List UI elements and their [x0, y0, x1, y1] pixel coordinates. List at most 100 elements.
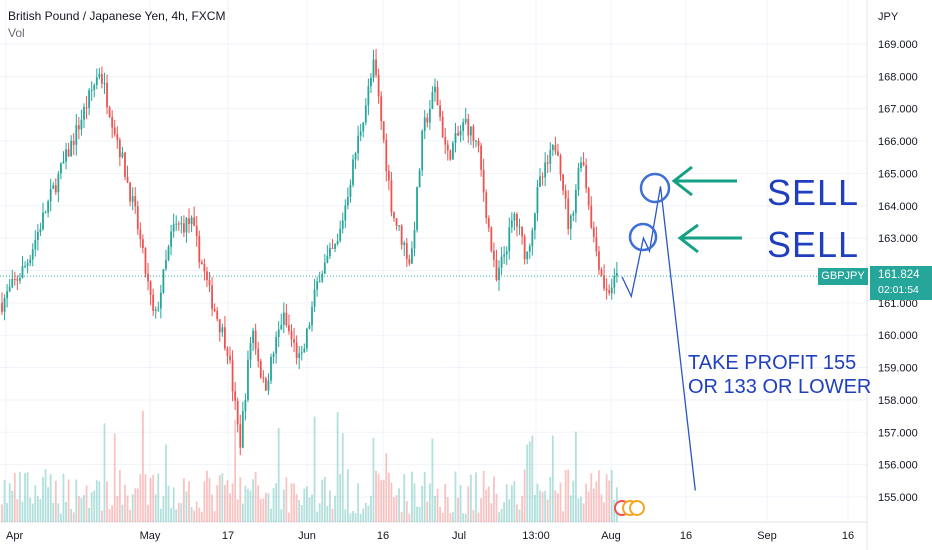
volume-bar — [229, 493, 231, 522]
price-axis[interactable]: JPY 155.000 156.000 157.000 158.000 159.000 16… — [878, 11, 918, 504]
candle-body — [52, 185, 55, 189]
candle-body — [26, 263, 29, 266]
candle-body — [449, 150, 452, 160]
candle-body — [533, 213, 536, 231]
volume-bar — [518, 509, 521, 522]
volume-bar — [341, 433, 344, 522]
volume-bar — [65, 502, 67, 522]
volume-bar — [436, 488, 439, 522]
candle-body — [180, 223, 183, 225]
volume-bar — [116, 496, 119, 522]
volume-bar — [546, 499, 549, 522]
candle-body — [400, 225, 403, 245]
volume-bar — [521, 495, 523, 522]
volume-bar — [211, 494, 213, 522]
candle-body — [590, 205, 593, 228]
take-profit-line-1: TAKE PROFIT 155 — [688, 352, 857, 374]
volume-bar — [367, 505, 370, 522]
candle-body — [72, 140, 75, 145]
candle-body — [113, 127, 116, 134]
candle-body — [67, 149, 70, 157]
volume-bar — [262, 498, 265, 522]
volume-bar — [93, 490, 96, 522]
candle-body — [452, 143, 454, 160]
volume-bar — [549, 477, 552, 522]
candle-body — [177, 223, 180, 225]
candle-body — [277, 329, 280, 338]
candle-body — [42, 212, 44, 230]
candle-body — [375, 59, 377, 75]
candle-body — [11, 279, 14, 287]
candle-body — [13, 279, 16, 281]
candle-body — [475, 140, 477, 142]
volume-bar — [193, 510, 196, 522]
volume-bar — [349, 513, 352, 522]
candle-body — [149, 281, 152, 295]
volume-bar — [49, 474, 52, 522]
volume-bar — [152, 474, 155, 522]
candle-body — [526, 251, 529, 260]
time-axis[interactable]: Apr May 17 Jun 16 Jul 13:00 Aug 16 Sep 16 — [6, 530, 854, 542]
candle-body — [234, 391, 237, 401]
candle-body — [587, 188, 590, 206]
volume-bar — [264, 492, 267, 522]
candle-body — [567, 198, 570, 230]
symbol-title[interactable]: British Pound / Japanese Yen, 4h, FXCM — [8, 9, 226, 23]
volume-bar — [539, 490, 541, 522]
volume-bar — [321, 479, 324, 522]
candle-body — [544, 162, 547, 178]
volume-bar — [239, 477, 242, 522]
candle-body — [472, 126, 475, 142]
volume-bar — [31, 503, 34, 522]
sell-circle-1 — [639, 172, 671, 204]
candle-body — [516, 213, 518, 227]
volume-bar — [254, 471, 257, 522]
candle-body — [434, 86, 436, 93]
volume-bar — [603, 502, 605, 522]
candle-body — [165, 260, 167, 270]
volume-bar — [313, 416, 316, 522]
candle-body — [441, 116, 444, 137]
chart-grid — [0, 0, 868, 550]
volume-indicator-label[interactable]: Vol — [8, 26, 25, 40]
volume-bar — [26, 472, 29, 522]
volume-bar — [172, 487, 175, 522]
volume-bar — [3, 480, 6, 522]
volume-bar — [398, 488, 401, 522]
volume-bar — [113, 433, 116, 522]
event-marker-icon — [629, 500, 645, 516]
volume-bar — [21, 501, 24, 522]
candle-body — [200, 262, 203, 265]
candle-body — [431, 92, 434, 110]
candle-body — [377, 74, 380, 97]
candle-body — [551, 145, 554, 151]
volume-bar — [198, 507, 201, 522]
candle-body — [6, 291, 9, 299]
x-tick-label: Sep — [757, 530, 777, 542]
candle-body — [129, 182, 131, 202]
volume-bar — [449, 512, 452, 522]
candle-body — [8, 286, 11, 292]
volume-bar — [24, 473, 26, 522]
volume-bar — [551, 435, 554, 522]
candle-body — [39, 229, 42, 232]
candle-body — [21, 266, 24, 278]
volume-bar — [469, 474, 472, 522]
candle-body — [121, 152, 124, 158]
volume-bar — [462, 513, 465, 522]
volume-bar — [180, 503, 183, 522]
candle-body — [495, 259, 498, 281]
candle-body — [19, 277, 21, 281]
volume-bar — [231, 483, 234, 522]
volume-bar — [60, 513, 62, 522]
candle-body — [528, 246, 531, 252]
candle-body — [393, 212, 395, 219]
volume-bar — [126, 495, 129, 522]
volume-bar — [431, 438, 434, 522]
volume-bar — [277, 427, 280, 522]
candle-body — [595, 236, 598, 252]
candle-body — [582, 162, 585, 165]
volume-bars — [1, 410, 618, 522]
volume-bar — [434, 495, 436, 522]
